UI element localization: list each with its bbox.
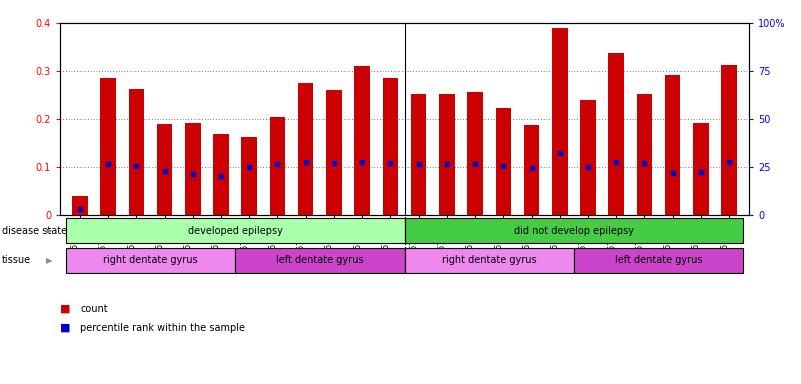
Bar	[326, 90, 342, 215]
Text: disease state: disease state	[2, 226, 66, 236]
Text: ▶: ▶	[46, 256, 52, 265]
Bar	[185, 123, 200, 215]
Text: count: count	[80, 304, 107, 314]
Bar	[405, 248, 574, 273]
Bar	[241, 137, 257, 215]
Bar	[354, 66, 370, 215]
Bar	[405, 218, 743, 243]
Bar	[580, 100, 596, 215]
Bar	[270, 117, 285, 215]
Text: left dentate gyrus: left dentate gyrus	[615, 255, 702, 265]
Bar	[411, 94, 426, 215]
Bar	[722, 65, 737, 215]
Bar	[693, 123, 709, 215]
Bar	[72, 196, 87, 215]
Text: left dentate gyrus: left dentate gyrus	[276, 255, 364, 265]
Bar	[100, 78, 116, 215]
Bar	[235, 248, 405, 273]
Text: did not develop epilepsy: did not develop epilepsy	[514, 226, 634, 236]
Bar	[298, 83, 313, 215]
Bar	[574, 248, 743, 273]
Text: right dentate gyrus: right dentate gyrus	[103, 255, 198, 265]
Text: tissue: tissue	[2, 255, 30, 265]
Bar	[66, 248, 235, 273]
Bar	[383, 78, 398, 215]
Bar	[439, 94, 455, 215]
Bar	[157, 124, 172, 215]
Bar	[467, 92, 483, 215]
Bar	[213, 134, 229, 215]
Bar	[665, 75, 681, 215]
Bar	[552, 28, 568, 215]
Text: percentile rank within the sample: percentile rank within the sample	[80, 323, 245, 333]
Text: ■: ■	[60, 304, 70, 314]
Text: ▶: ▶	[46, 226, 52, 235]
Bar	[637, 94, 652, 215]
Text: developed epilepsy: developed epilepsy	[187, 226, 283, 236]
Bar	[66, 218, 405, 243]
Bar	[496, 109, 511, 215]
Bar	[524, 125, 539, 215]
Text: right dentate gyrus: right dentate gyrus	[442, 255, 537, 265]
Text: ■: ■	[60, 323, 70, 333]
Bar	[609, 53, 624, 215]
Bar	[128, 89, 144, 215]
